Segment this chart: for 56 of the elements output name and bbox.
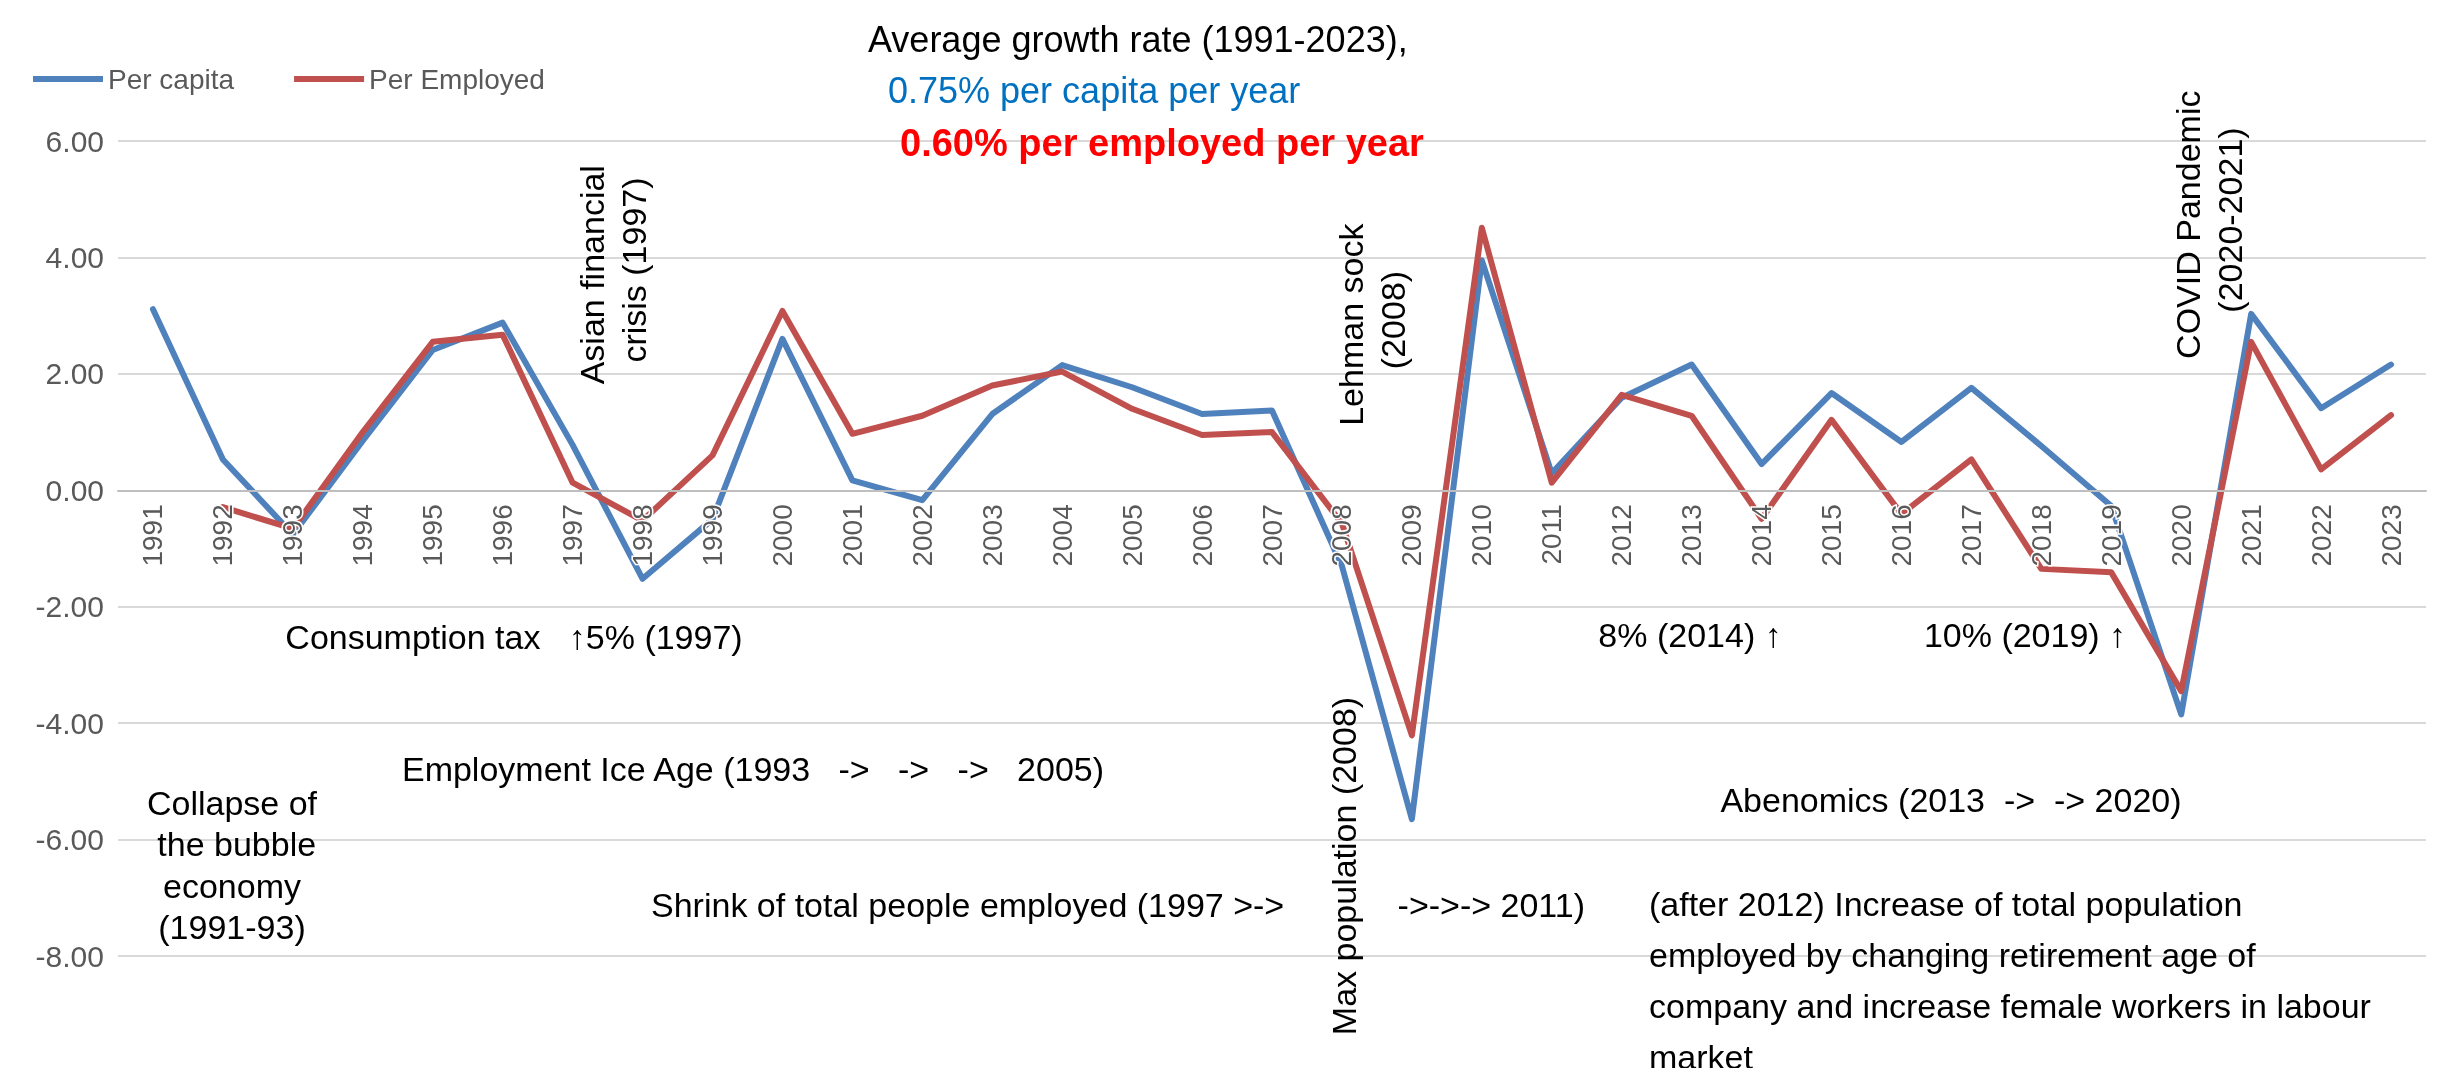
annotation: Max population (2008) xyxy=(1325,696,1363,1036)
annotation: COVID Pandemic (2020-2021) xyxy=(2169,81,2249,359)
x-tick-label: 1997 xyxy=(557,504,589,567)
x-tick-label: 2018 xyxy=(2025,504,2057,567)
annotation: Asian financial crisis (1997) xyxy=(573,155,653,385)
x-tick-label: 2013 xyxy=(1676,504,1708,567)
x-tick-label: 1994 xyxy=(347,504,379,567)
y-tick-label: 0.00 xyxy=(45,473,104,507)
x-tick-label: 2003 xyxy=(976,504,1008,567)
legend-label: Per capita xyxy=(108,63,235,95)
x-tick-label: 1998 xyxy=(627,504,659,567)
y-tick-label: 2.00 xyxy=(45,357,104,391)
x-tick-label: 2006 xyxy=(1186,504,1218,567)
y-tick-label: -2.00 xyxy=(35,590,104,624)
x-tick-label: 2012 xyxy=(1606,504,1638,567)
annotation: Consumption tax ↑5% (1997) xyxy=(285,618,743,656)
chart-title: Average growth rate (1991-2023), xyxy=(868,18,1408,60)
x-tick-label: 2022 xyxy=(2305,504,2337,567)
x-tick-label: 1999 xyxy=(696,504,728,567)
x-tick-label: 2009 xyxy=(1396,504,1428,567)
y-tick-label: 6.00 xyxy=(45,124,104,158)
annotation: 8% (2014) ↑ xyxy=(1598,616,1782,654)
x-tick-label: 2000 xyxy=(766,504,798,567)
y-tick-label: -6.00 xyxy=(35,823,104,857)
x-tick-label: 2020 xyxy=(2165,504,2197,567)
x-tick-label: 2008 xyxy=(1326,504,1358,567)
x-tick-label: 2014 xyxy=(1746,504,1778,567)
y-tick-label: 4.00 xyxy=(45,240,104,274)
x-tick-label: 2021 xyxy=(2235,504,2267,567)
x-tick-label: 2010 xyxy=(1466,504,1498,567)
annotation: Employment Ice Age (1993 -> -> -> 2005) xyxy=(401,750,1105,788)
x-tick-label: 1991 xyxy=(137,504,169,567)
x-tick-label: 1996 xyxy=(487,504,519,567)
x-tick-label: 1993 xyxy=(277,504,309,567)
annotation: Abenomics (2013 -> -> 2020) xyxy=(1720,781,2182,819)
x-tick-label: 2001 xyxy=(836,504,868,567)
x-tick-label: 2004 xyxy=(1046,504,1078,567)
chart-subtitle: 0.75% per capita per year xyxy=(888,69,1301,111)
x-tick-label: 2015 xyxy=(1816,504,1848,567)
x-tick-label: 2005 xyxy=(1116,504,1148,567)
x-tick-label: 2002 xyxy=(906,504,938,567)
x-tick-label: 1992 xyxy=(207,504,239,567)
x-tick-label: 2023 xyxy=(2375,504,2407,567)
x-tick-label: 2011 xyxy=(1536,504,1568,565)
annotation: Collapse of the bubble economy (1991-93) xyxy=(146,783,318,947)
x-tick-label: 2016 xyxy=(1885,504,1917,567)
y-tick-label: -4.00 xyxy=(35,706,104,740)
x-tick-label: 1995 xyxy=(417,504,449,567)
x-tick-label: 2017 xyxy=(1955,504,1987,567)
annotation: Lehman sock (2008) xyxy=(1332,214,1412,426)
y-tick-label: -8.00 xyxy=(35,939,104,973)
x-tick-label: 2007 xyxy=(1256,504,1288,567)
x-tick-label: 2019 xyxy=(2095,504,2127,567)
annotation: 0.60% per employed per year xyxy=(900,122,1425,164)
legend-label: Per Employed xyxy=(369,63,545,95)
annotation: 10% (2019) ↑ xyxy=(1923,616,2127,654)
